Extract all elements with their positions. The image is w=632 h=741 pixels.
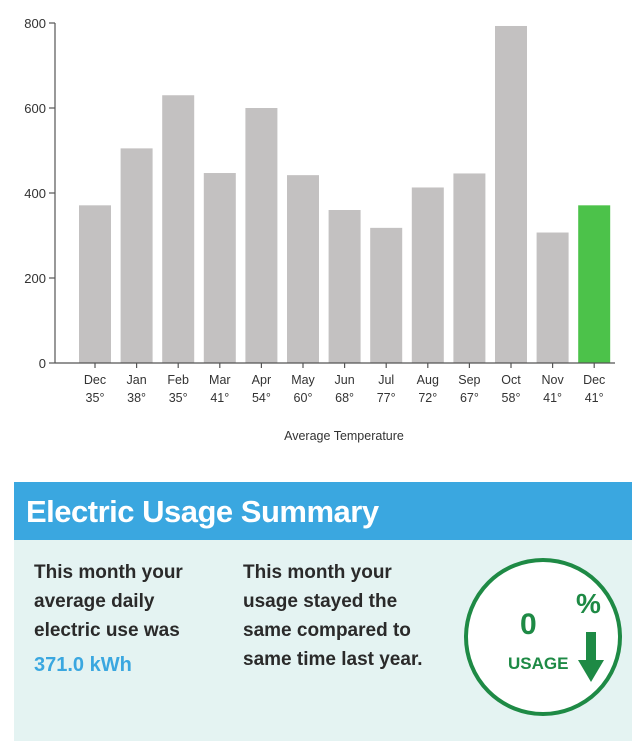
daily-use-line-1: This month your bbox=[34, 562, 183, 583]
summary-body: This month your average daily electric u… bbox=[14, 540, 632, 741]
x-temperature-label: 67° bbox=[460, 391, 479, 405]
bar bbox=[79, 205, 111, 363]
x-month-label: Dec bbox=[84, 373, 106, 387]
comparison-text: This month your usage stayed the same co… bbox=[243, 558, 423, 674]
x-temperature-label: 41° bbox=[585, 391, 604, 405]
x-month-label: Jul bbox=[378, 373, 394, 387]
x-month-label: Jan bbox=[127, 373, 147, 387]
bar bbox=[203, 173, 236, 363]
bar bbox=[536, 232, 569, 363]
y-tick-label: 800 bbox=[24, 16, 46, 31]
comparison-line-1: This month your bbox=[243, 562, 392, 583]
x-temperature-label: 72° bbox=[418, 391, 437, 405]
bar bbox=[578, 205, 611, 363]
x-temperature-label: 60° bbox=[294, 391, 313, 405]
daily-use-line-2: average daily bbox=[34, 591, 155, 612]
x-month-label: May bbox=[291, 373, 315, 387]
comparison-line-2: usage stayed the bbox=[243, 591, 398, 612]
x-temperature-label: 77° bbox=[377, 391, 396, 405]
bar bbox=[495, 25, 527, 363]
x-month-label: Feb bbox=[167, 373, 189, 387]
bar bbox=[411, 187, 444, 363]
y-tick-label: 600 bbox=[24, 101, 46, 116]
x-temperature-label: 35° bbox=[169, 391, 188, 405]
bar bbox=[453, 173, 486, 363]
x-temperature-label: 38° bbox=[127, 391, 146, 405]
x-temperature-label: 35° bbox=[86, 391, 105, 405]
usage-label: USAGE bbox=[508, 654, 569, 673]
x-month-label: Jun bbox=[335, 373, 355, 387]
x-axis-title: Average Temperature bbox=[284, 429, 404, 443]
y-tick-label: 200 bbox=[24, 271, 46, 286]
daily-use-line-3: electric use was bbox=[34, 620, 180, 641]
x-temperature-label: 68° bbox=[335, 391, 354, 405]
bar bbox=[245, 108, 278, 363]
comparison-line-4: same time last year. bbox=[243, 649, 423, 670]
bar bbox=[370, 227, 403, 363]
bar bbox=[287, 175, 319, 363]
x-month-label: Apr bbox=[252, 373, 271, 387]
x-month-label: Sep bbox=[458, 373, 480, 387]
summary-title: Electric Usage Summary bbox=[26, 494, 379, 529]
usage-change-value: 0 bbox=[520, 608, 537, 641]
usage-bar-chart: 0 200 400 600 800 Dec 35° Jan 38° Feb 35° Mar 41° Apr… bbox=[24, 16, 615, 443]
x-month-label: Dec bbox=[583, 373, 605, 387]
x-month-label: Aug bbox=[417, 373, 439, 387]
bar bbox=[162, 95, 195, 363]
comparison-line-3: same compared to bbox=[243, 620, 411, 641]
y-tick-label: 400 bbox=[24, 186, 46, 201]
summary-header: Electric Usage Summary bbox=[14, 482, 632, 540]
bar bbox=[120, 148, 153, 363]
down-arrow-icon bbox=[578, 632, 604, 682]
x-temperature-label: 58° bbox=[502, 391, 521, 405]
x-temperature-label: 54° bbox=[252, 391, 271, 405]
x-temperature-label: 41° bbox=[210, 391, 229, 405]
y-tick-label: 0 bbox=[39, 356, 46, 371]
x-month-label: Nov bbox=[541, 373, 564, 387]
x-month-label: Mar bbox=[209, 373, 231, 387]
x-temperature-label: 41° bbox=[543, 391, 562, 405]
x-month-label: Oct bbox=[501, 373, 521, 387]
usage-change-badge: 0 % USAGE bbox=[464, 558, 622, 716]
daily-use-text: This month your average daily electric u… bbox=[34, 558, 183, 680]
usage-change-percent: % bbox=[576, 588, 601, 619]
bar bbox=[328, 210, 361, 363]
daily-use-value: 371.0 kWh bbox=[34, 654, 132, 676]
